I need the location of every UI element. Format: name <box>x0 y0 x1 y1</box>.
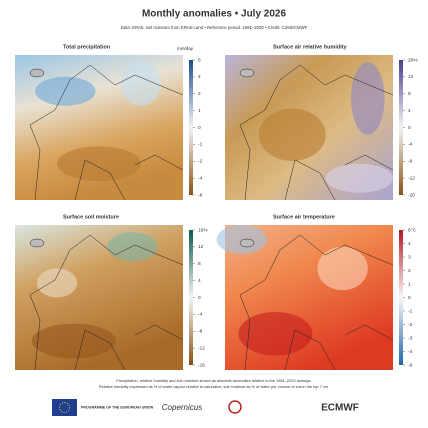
eu-stars <box>59 402 70 413</box>
colorbar-label: 2 <box>198 91 201 97</box>
colorbar-label: 1 <box>408 281 411 287</box>
iceland <box>239 238 255 248</box>
map-panel: Surface air temperature 6°C 4 3 2 1 0 -1 -2 -3 -4 -… <box>216 214 417 371</box>
iceland <box>29 68 45 78</box>
colorbar-label: -1 <box>198 142 203 148</box>
panel-title: Surface soil moisture <box>63 214 119 220</box>
colorbar-label: 0 <box>408 125 411 131</box>
footer-note: Precipitation, relative humidity and soi… <box>116 378 312 383</box>
anomaly-area <box>31 323 116 359</box>
iceland <box>239 68 255 78</box>
iceland <box>29 238 45 248</box>
eu-flag <box>52 399 77 416</box>
colorbar-label: 4 <box>408 108 411 114</box>
colorbar-label: -6 <box>198 192 203 198</box>
anomaly-area <box>238 312 313 356</box>
colorbar-label: 20% <box>408 57 418 63</box>
anomaly-area <box>351 62 385 135</box>
colorbar-unit: mm/day <box>177 46 194 51</box>
coastline <box>239 64 394 201</box>
colorbar-label: 0 <box>408 295 411 301</box>
colorbar-label: -4 <box>198 175 203 181</box>
colorbar-label: -6 <box>408 362 413 368</box>
colorbar-label: 0 <box>198 295 201 301</box>
colorbar-label: -1 <box>408 308 413 314</box>
anomaly-area <box>325 163 393 193</box>
colorbar-label: 3 <box>408 254 411 260</box>
colorbar-label: 4 <box>408 241 411 247</box>
colorbar <box>399 60 403 195</box>
colorbar-label: 8 <box>198 261 201 267</box>
colorbar-label: -8 <box>408 159 413 165</box>
anomaly-area <box>120 62 162 106</box>
colorbar-label: -20 <box>408 192 415 198</box>
coastline <box>239 234 394 371</box>
panel-title: Surface air relative humidity <box>273 44 348 50</box>
colorbar-label: 0 <box>198 125 201 131</box>
anomaly-area <box>258 108 326 161</box>
title: Monthly anomalies • July 2026 <box>142 9 287 20</box>
anomaly-area <box>317 246 368 291</box>
anomaly-area <box>36 268 78 298</box>
colorbar-label: -2 <box>408 322 413 328</box>
colorbar-label: -4 <box>198 312 203 318</box>
colorbar-label: -12 <box>408 175 415 181</box>
colorbar-label: 16% <box>198 227 208 233</box>
anomaly-area <box>57 146 141 182</box>
colorbar-label: 8 <box>408 91 411 97</box>
colorbar-label: -2 <box>198 159 203 165</box>
colorbar-label: -3 <box>408 335 413 341</box>
colorbar-label: 6°C <box>408 227 417 233</box>
colorbar-label: 4 <box>198 278 201 284</box>
colorbar <box>399 230 403 365</box>
anomaly-area <box>35 76 96 106</box>
anomaly-area <box>216 225 267 254</box>
colorbar <box>189 230 193 365</box>
colorbar-label: 1 <box>198 108 201 114</box>
subtitle: Data: ERA5, soil moisture from ERA5-Land… <box>121 25 308 30</box>
colorbar-label: 4 <box>198 74 201 80</box>
coastline <box>29 234 184 371</box>
map-panel: Surface air relative humidity 20% 12 8 4 0 -4 -… <box>225 44 418 201</box>
map-panel: Surface soil moisture 16% 12 8 4 0 -4 -8 -12 -16 <box>15 214 208 371</box>
colorbar-label: -4 <box>408 349 413 355</box>
colorbar-label: -16 <box>198 362 205 368</box>
colorbar-label: 12 <box>408 74 414 80</box>
colorbar-label: 12 <box>198 244 204 250</box>
colorbar-label: 2 <box>408 268 411 274</box>
panel-title: Surface air temperature <box>273 214 335 220</box>
colorbar-label: -4 <box>408 142 413 148</box>
panel-title: Total precipitation <box>63 44 111 50</box>
colorbar <box>189 60 193 195</box>
c3s-logo <box>228 400 242 414</box>
footer-note: Relative humidity expressed as % of wate… <box>99 384 329 389</box>
colorbar-label: -8 <box>198 329 203 335</box>
coastline <box>29 64 184 201</box>
ecmwf-logo: ECMWF <box>321 403 359 414</box>
panels: Total precipitation mm/day64210-1-2-4-6Su… <box>15 44 418 371</box>
eu-label: PROGRAMME OF THE EUROPEAN UNION <box>81 405 154 409</box>
colorbar-label: -12 <box>198 345 205 351</box>
copernicus-logo: Copernicus <box>162 403 202 412</box>
map-panel: Total precipitation mm/day 6 4 2 1 0 -1 -2 -4 -6 <box>15 44 203 201</box>
colorbar-label: 6 <box>198 57 201 63</box>
anomaly-area <box>107 232 158 262</box>
